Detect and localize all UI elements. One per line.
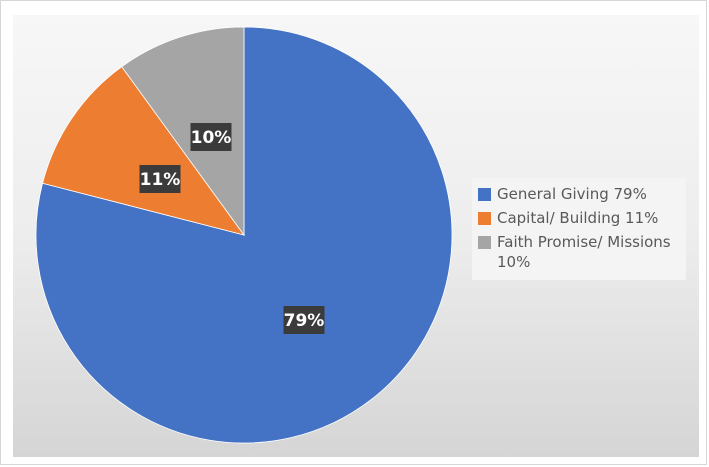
legend-label-capital-building: Capital/ Building 11% [497,209,659,227]
legend-item-capital-building: Capital/ Building 11% [478,208,682,228]
pie-slice-capital-building [42,66,245,236]
legend-label-faith-promise-missions: Faith Promise/ Missions 10% [497,233,671,271]
legend-label-general-giving: General Giving 79% [497,185,647,203]
data-label-box-general-giving [283,306,325,334]
chart-legend: General Giving 79% Capital/ Building 11%… [472,178,686,280]
pie-slice-faith-promise-missions [121,26,245,237]
data-label-box-capital-building [139,165,181,193]
legend-item-general-giving: General Giving 79% [478,184,682,204]
pie-data-labels: 79% 11% 10% [139,123,325,334]
legend-swatch-faith-promise-missions [478,236,491,249]
data-label-box-faith-promise-missions [190,123,232,151]
data-label-capital-building: 11% [139,165,181,193]
data-label-faith-promise-missions: 10% [190,123,232,151]
legend-swatch-capital-building [478,212,491,225]
data-label-text-general-giving: 79% [284,311,325,331]
legend-swatch-general-giving [478,188,491,201]
pie-slices [35,26,453,444]
data-label-text-faith-promise-missions: 10% [191,128,232,148]
legend-item-faith-promise-missions: Faith Promise/ Missions 10% [478,232,682,272]
data-label-text-capital-building: 11% [140,170,181,190]
data-label-general-giving: 79% [283,306,325,334]
